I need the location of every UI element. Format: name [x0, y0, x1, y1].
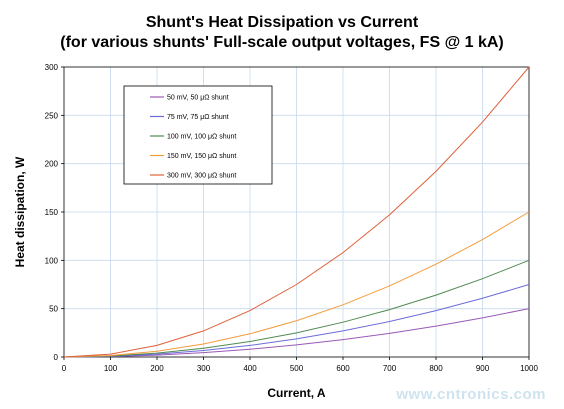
series-line-3	[63, 259, 530, 358]
x-axis-label: Current, A	[267, 386, 326, 400]
x-tick-label: 800	[429, 364, 443, 373]
series-lines	[63, 66, 530, 358]
series-line-5	[63, 66, 530, 358]
y-tick-label: 300	[45, 63, 59, 72]
series-line-2	[63, 284, 530, 358]
legend-label: 100 mV, 100 μΩ shunt	[167, 134, 236, 141]
y-tick-label: 150	[45, 208, 59, 217]
x-axis-ticks: 0 100 200 300 400 500 600 700 800 900 1000	[62, 357, 538, 373]
y-tick-label: 50	[49, 305, 58, 314]
y-tick-label: 0	[54, 353, 59, 362]
legend-label: 50 mV, 50 μΩ shunt	[167, 95, 229, 102]
legend: 50 mV, 50 μΩ shunt 75 mV, 75 μΩ shunt 100 …	[123, 85, 273, 185]
x-tick-label: 100	[104, 364, 118, 373]
chart-title: Shunt's Heat Dissipation vs Current	[145, 14, 419, 31]
x-tick-label: 1000	[520, 364, 538, 373]
legend-label: 75 mV, 75 μΩ shunt	[167, 114, 229, 121]
series-line-4	[63, 211, 530, 358]
x-tick-label: 400	[243, 364, 257, 373]
legend-label: 150 mV, 150 μΩ shunt	[167, 153, 236, 160]
legend-label: 300 mV, 300 μΩ shunt	[167, 173, 236, 180]
x-tick-label: 0	[62, 364, 67, 373]
x-tick-label: 500	[290, 364, 304, 373]
chart-subtitle: (for various shunts' Full-scale output v…	[60, 34, 504, 51]
series-line-1	[63, 308, 530, 358]
x-tick-label: 300	[197, 364, 211, 373]
x-tick-label: 200	[150, 364, 164, 373]
x-tick-label: 600	[336, 364, 350, 373]
y-tick-label: 100	[45, 256, 59, 265]
x-tick-label: 900	[476, 364, 490, 373]
y-tick-label: 250	[45, 111, 59, 120]
x-tick-label: 700	[383, 364, 397, 373]
y-axis-ticks: 0 50 100 150 200 250 300	[45, 63, 64, 362]
watermark-text: www.cntronics.com	[396, 386, 546, 403]
y-tick-label: 200	[45, 160, 59, 169]
legend-box	[123, 85, 273, 185]
y-axis-label: Heat dissipation, W	[13, 156, 27, 267]
